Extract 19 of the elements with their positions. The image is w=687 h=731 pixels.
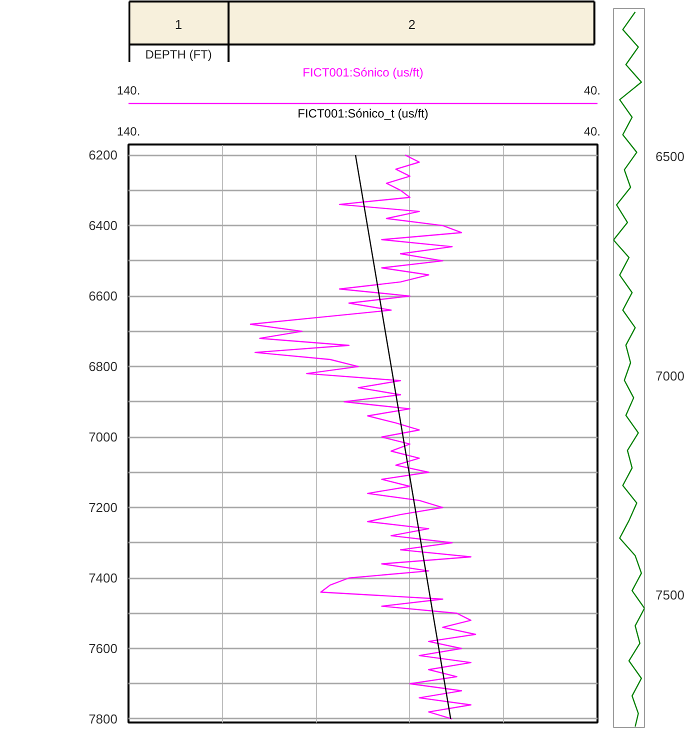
y-tick-label: 6200 [88,148,118,163]
text: FICT001:Sónico_t (us/ft) [298,106,428,120]
y-tick-label: 7000 [88,430,118,445]
y-tick-label: 7400 [88,570,118,586]
y-tick-label: 6500 [656,149,684,164]
text: FICT001:Sónico (us/ft) [302,66,424,80]
text: 1 [174,17,182,32]
text: 40. [584,84,601,98]
y-tick-label: 7000 [656,368,684,384]
y-tick-label: 6600 [88,288,118,304]
text: 2 [408,17,416,32]
y-tick-label: 7200 [88,500,118,516]
text: 140. [116,84,140,98]
y-tick-label: 7600 [88,640,118,656]
y-tick-label: 7800 [88,711,118,726]
y-axis-title: DEPTH (FT) [145,48,212,62]
y-tick-label: 6400 [88,218,118,234]
y-tick-label: 7500 [656,588,684,603]
y-tick-label: 6800 [88,359,118,374]
